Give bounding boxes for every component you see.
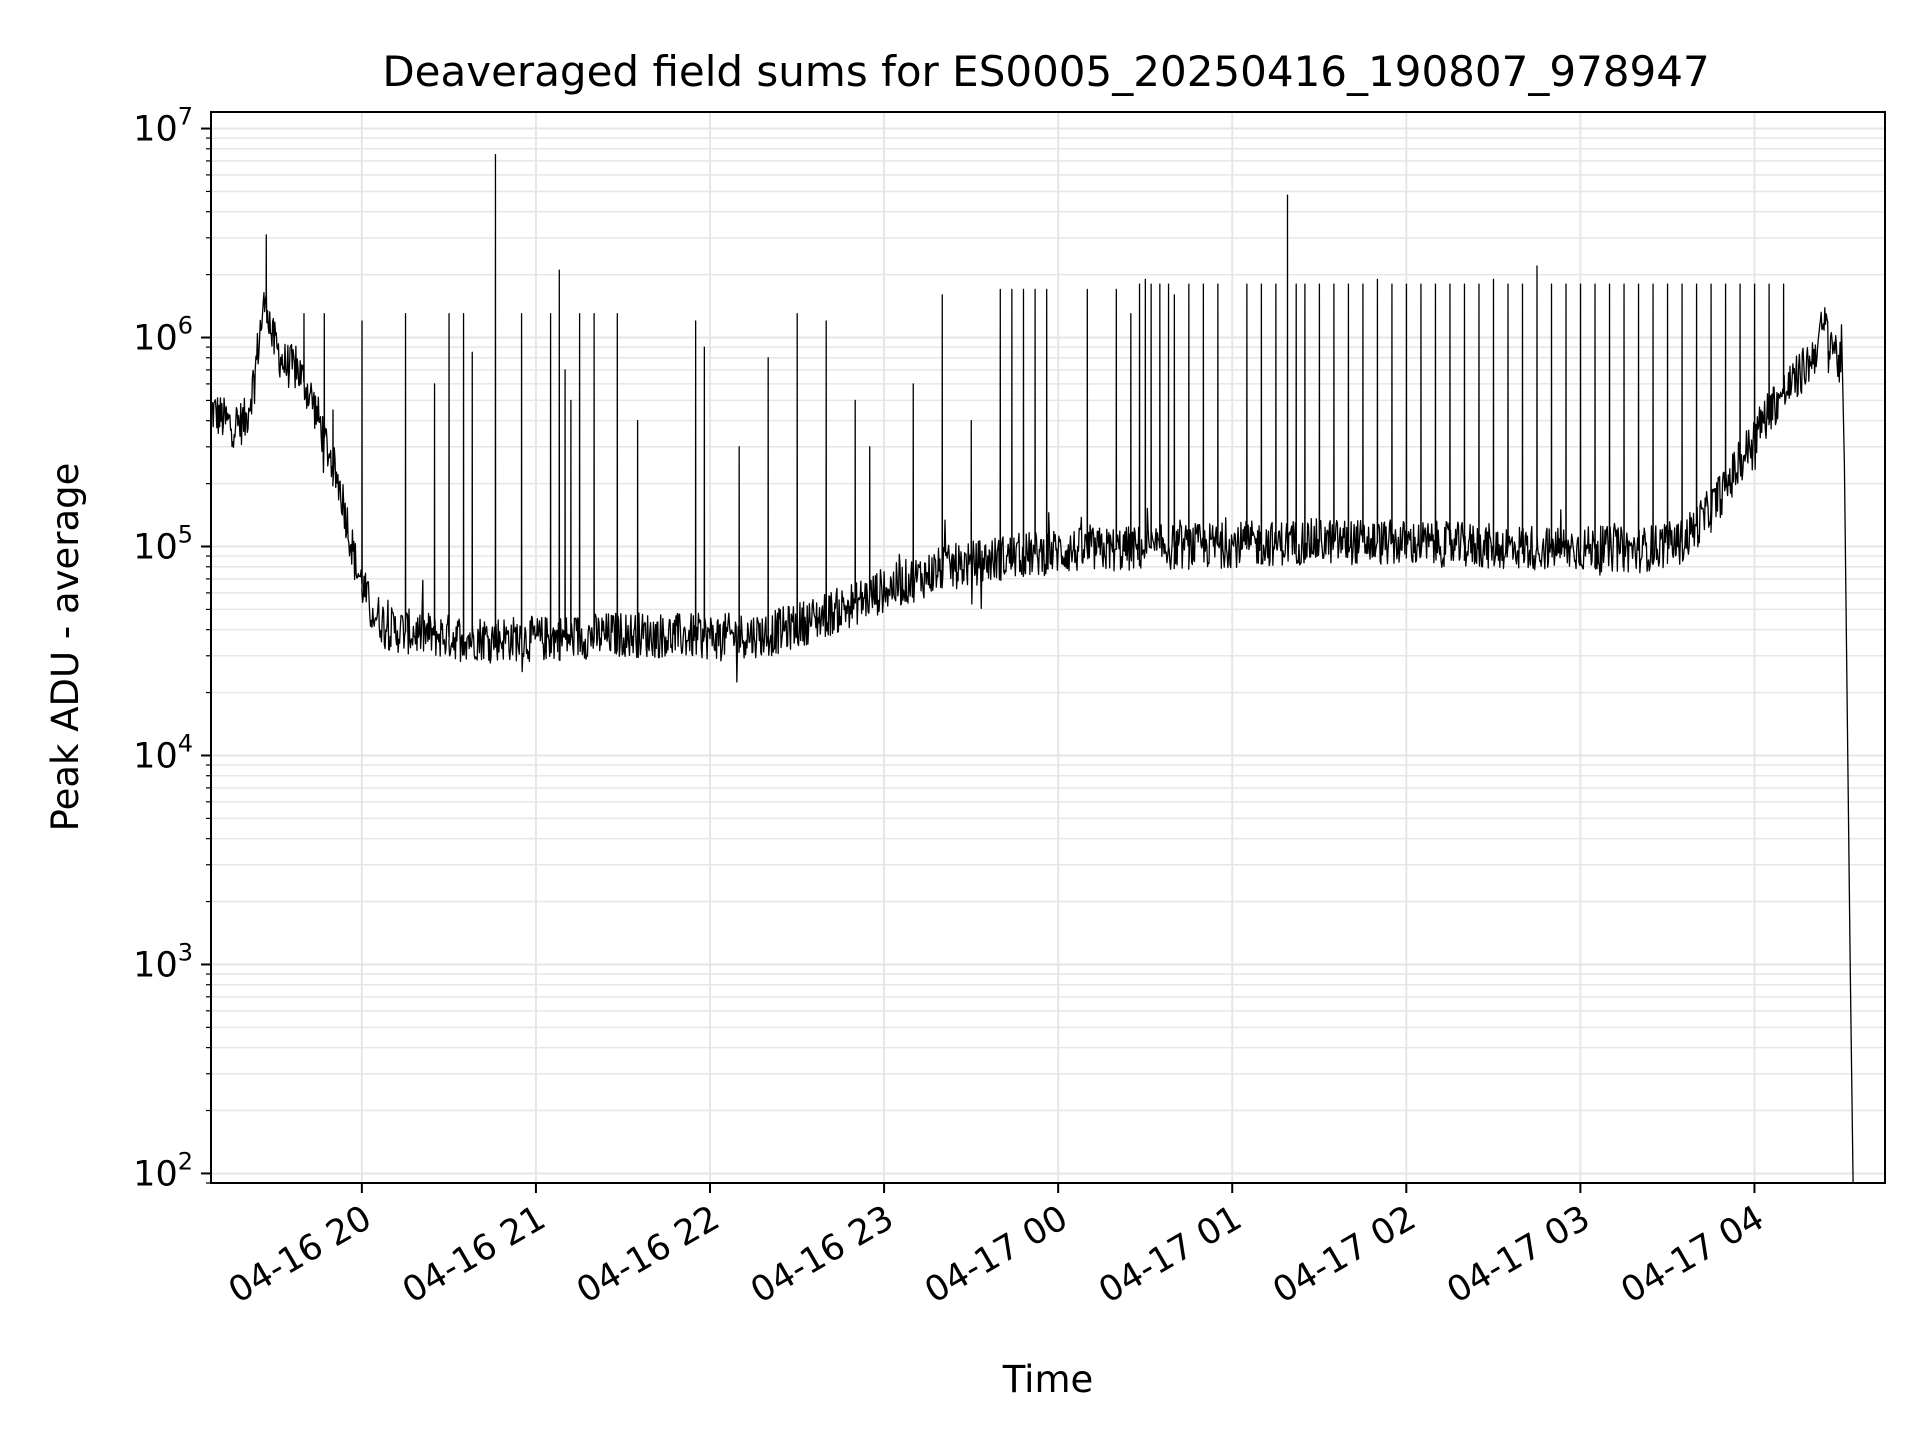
y-tick-label: 102 <box>133 1147 193 1194</box>
y-tick-label: 106 <box>133 312 193 359</box>
y-axis: 102 103 104 105 106 107 <box>133 103 211 1194</box>
y-tick-label: 103 <box>133 938 193 985</box>
grid <box>211 112 1885 1184</box>
y-axis-label: Peak ADU - average <box>44 463 87 832</box>
y-tick-label: 104 <box>133 729 193 776</box>
x-axis-label: Time <box>1002 1358 1094 1401</box>
data-line <box>210 154 1854 1184</box>
plot-frame <box>210 111 1886 1184</box>
y-tick-label: 105 <box>133 521 193 568</box>
y-tick-label: 107 <box>133 103 193 150</box>
series-line <box>210 154 1854 1184</box>
chart-title: Deaveraged field sums for ES0005_2025041… <box>382 47 1709 96</box>
